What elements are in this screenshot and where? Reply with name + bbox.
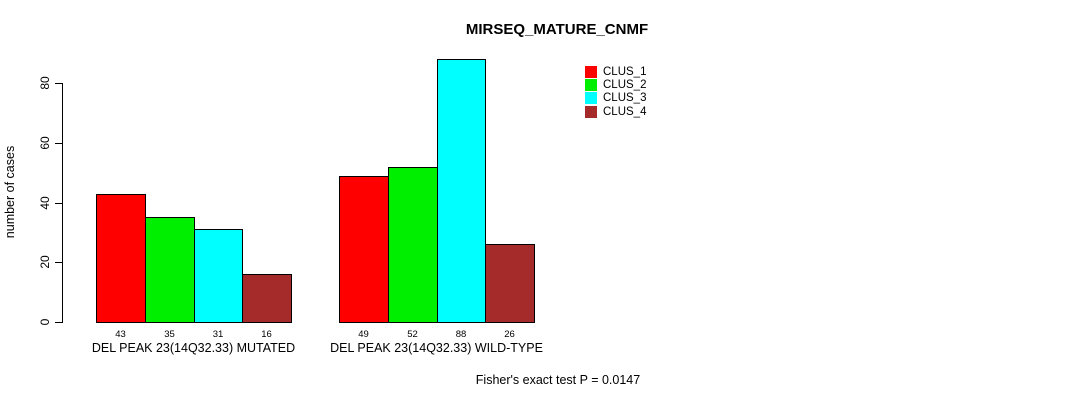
bar-clus_3-group2 [437,59,486,323]
y-axis-tick [55,322,62,323]
bar-clus_2-group2 [388,167,438,323]
bar-value-label: 26 [504,329,515,340]
legend-label: CLUS_1 [603,65,647,78]
bar-value-label: 43 [115,329,126,340]
bar-value-label: 49 [358,329,369,340]
bar-value-label: 52 [407,329,418,340]
y-axis-tick-label-text: 80 [38,76,52,90]
legend-swatch-icon [585,105,597,118]
y-axis-tick [55,143,62,144]
bar-clus_1-group1 [96,194,146,323]
legend-label: CLUS_3 [603,91,647,104]
y-axis-tick [55,203,62,204]
x-axis-group-label: DEL PEAK 23(14Q32.33) MUTATED [91,341,296,355]
legend-label: CLUS_4 [603,105,647,118]
legend-item: CLUS_4 [585,105,646,118]
chart-title: MIRSEQ_MATURE_CNMF [465,21,649,38]
y-axis-tick-label-text: 40 [38,196,52,210]
bar-clus_4-group2 [485,244,535,323]
bar-value-label: 88 [455,329,467,340]
legend-swatch-icon [585,78,597,91]
y-axis-title-text: number of cases [3,145,17,239]
y-axis-line [62,83,63,323]
bar-clus_3-group1 [194,229,243,323]
bar-clus_1-group2 [339,176,389,323]
bar-clus_4-group1 [242,274,292,323]
x-axis-group-label: DEL PEAK 23(14Q32.33) WILD-TYPE [330,341,543,355]
legend-label: CLUS_2 [603,78,647,91]
legend-item: CLUS_2 [585,78,646,91]
bar-value-label: 31 [212,329,224,340]
y-axis-tick-label-text: 60 [38,136,52,150]
y-axis-tick-label-text: 20 [38,255,52,269]
y-axis-tick [55,83,62,84]
annotation-text: Fisher's exact test P = 0.0147 [475,373,641,387]
bar-value-label: 35 [164,329,175,340]
bar-clus_2-group1 [145,217,195,323]
bar-value-label: 16 [261,329,272,340]
legend-swatch-icon [585,91,597,104]
y-axis-tick-label-text: 0 [38,318,52,326]
legend-item: CLUS_3 [585,91,646,104]
legend-item: CLUS_1 [585,65,646,78]
y-axis-tick [55,262,62,263]
legend-swatch-icon [585,65,597,78]
